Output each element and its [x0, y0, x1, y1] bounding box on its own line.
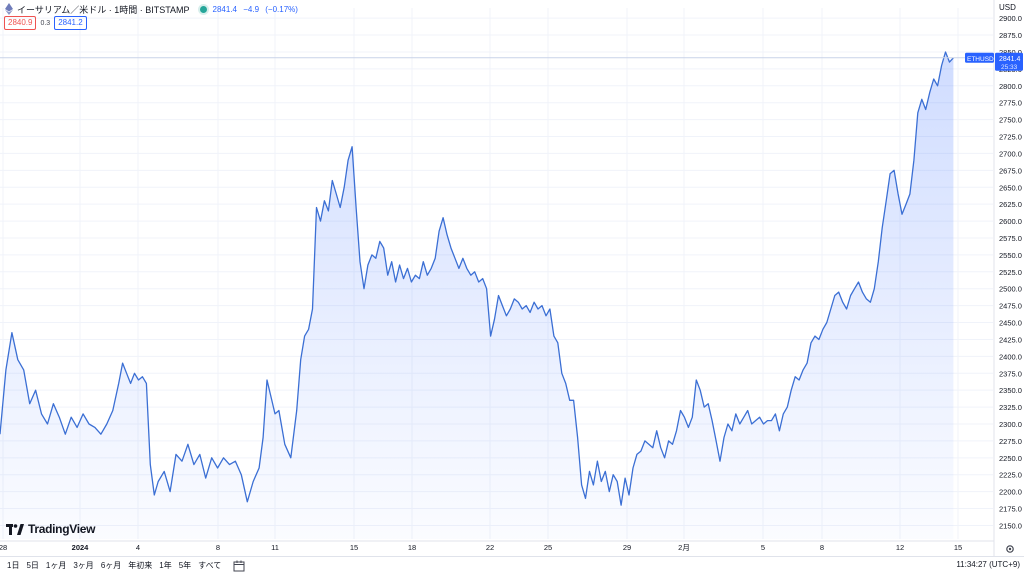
y-tick-label: 2850.0: [999, 48, 1022, 57]
last-price-tag-value: 2841.4: [999, 56, 1021, 63]
symbol-title[interactable]: イーサリアム／米ドル · 1時間 · BITSTAMP: [17, 4, 190, 15]
x-tick-label: 5: [761, 543, 765, 552]
time-axis: 28 2024 4 8 11 15 18 22 25 29 2月 5 8 12 15: [0, 543, 962, 552]
range-6m-button[interactable]: 6ヶ月: [100, 561, 122, 570]
series-area: [0, 52, 954, 539]
x-tick-label: 18: [408, 543, 416, 552]
y-tick-label: 2400.0: [999, 352, 1022, 361]
calendar-icon[interactable]: [233, 560, 245, 572]
y-tick-label: 2425.0: [999, 335, 1022, 344]
y-tick-label: 2175.0: [999, 505, 1022, 514]
x-tick-label: 25: [544, 543, 552, 552]
y-tick-label: 2525.0: [999, 268, 1022, 277]
y-tick-label: 2875.0: [999, 31, 1022, 40]
quote-panel: 2840.9 0.3 2841.2: [4, 16, 87, 30]
settings-icon[interactable]: [1005, 544, 1015, 554]
change-percent: (−0.17%): [265, 4, 298, 14]
range-1m-button[interactable]: 1ヶ月: [45, 561, 67, 570]
market-status-icon: [199, 5, 207, 13]
clock-timezone[interactable]: 11:34:27 (UTC+9): [956, 560, 1020, 569]
y-tick-label: 2200.0: [999, 488, 1022, 497]
y-tick-label: 2600.0: [999, 217, 1022, 226]
x-tick-label: 2024: [72, 543, 90, 552]
range-1y-button[interactable]: 1年: [159, 561, 172, 570]
x-tick-label: 28: [0, 543, 7, 552]
buy-button[interactable]: 2841.2: [54, 16, 87, 30]
x-tick-label: 11: [271, 543, 279, 552]
y-tick-label: 2300.0: [999, 420, 1022, 429]
y-tick-label: 2225.0: [999, 471, 1022, 480]
bar-countdown: 25:33: [1001, 64, 1018, 71]
y-tick-label: 2350.0: [999, 386, 1022, 395]
tradingview-logo-icon: [6, 523, 24, 535]
x-tick-label: 8: [820, 543, 824, 552]
price-change: 2841.4 −4.9 (−0.17%): [213, 5, 302, 14]
x-tick-label: 4: [136, 543, 140, 552]
x-tick-label: 15: [350, 543, 358, 552]
last-price-marker: ETHUSD 2841.425:33: [0, 52, 1023, 71]
x-tick-label: 29: [623, 543, 631, 552]
tradingview-logo: TradingView: [6, 522, 95, 536]
x-tick-label: 22: [486, 543, 494, 552]
spread-value: 0.3: [40, 19, 51, 27]
range-all-button[interactable]: すべて: [198, 561, 222, 570]
y-tick-label: 2675.0: [999, 166, 1022, 175]
y-tick-label: 2625.0: [999, 200, 1022, 209]
last-price-tag: [995, 52, 1023, 71]
y-tick-label: 2725.0: [999, 133, 1022, 142]
x-tick-label: 15: [954, 543, 962, 552]
range-1d-button[interactable]: 1日: [7, 561, 20, 570]
range-5y-button[interactable]: 5年: [178, 561, 192, 570]
x-tick-label: 12: [896, 543, 904, 552]
y-tick-label: 2275.0: [999, 437, 1022, 446]
y-tick-label: 2450.0: [999, 319, 1022, 328]
ticker-tag-label: ETHUSD: [967, 56, 994, 63]
y-tick-label: 2700.0: [999, 149, 1022, 158]
y-tick-label: 2650.0: [999, 183, 1022, 192]
x-tick-label: 8: [216, 543, 220, 552]
range-ytd-button[interactable]: 年初来: [128, 561, 153, 570]
sell-button[interactable]: 2840.9: [4, 16, 37, 30]
y-tick-label: 2150.0: [999, 521, 1022, 530]
price-axis: 2150.0 2175.0 2200.0 2225.0 2250.0 2275.0 2300…: [999, 14, 1022, 530]
x-tick-label: 2月: [678, 543, 690, 552]
currency-label[interactable]: USD: [999, 3, 1016, 12]
y-tick-label: 2575.0: [999, 234, 1022, 243]
ethereum-icon: [5, 3, 13, 15]
bottom-toolbar: 1日 5日 1ヶ月 3ヶ月 6ヶ月 年初来 1年 5年 すべて 11:34:27…: [0, 556, 1024, 574]
change-value: −4.9: [243, 4, 260, 14]
y-tick-label: 2375.0: [999, 369, 1022, 378]
y-tick-label: 2750.0: [999, 116, 1022, 125]
series-line[interactable]: [0, 51, 954, 506]
y-tick-label: 2325.0: [999, 403, 1022, 412]
y-tick-label: 2250.0: [999, 454, 1022, 463]
y-tick-label: 2550.0: [999, 251, 1022, 260]
last-price: 2841.4: [212, 4, 237, 14]
range-5d-button[interactable]: 5日: [26, 561, 39, 570]
y-tick-label: 2900.0: [999, 14, 1022, 23]
brand-name: TradingView: [28, 522, 96, 536]
price-series: [0, 51, 954, 539]
y-tick-label: 2775.0: [999, 99, 1022, 108]
y-tick-label: 2800.0: [999, 82, 1022, 91]
symbol-header: イーサリアム／米ドル · 1時間 · BITSTAMP 2841.4 −4.9 …: [4, 2, 302, 16]
y-tick-label: 2500.0: [999, 285, 1022, 294]
range-3m-button[interactable]: 3ヶ月: [73, 561, 94, 570]
y-tick-label: 2475.0: [999, 302, 1022, 311]
ticker-tag: [965, 52, 994, 63]
